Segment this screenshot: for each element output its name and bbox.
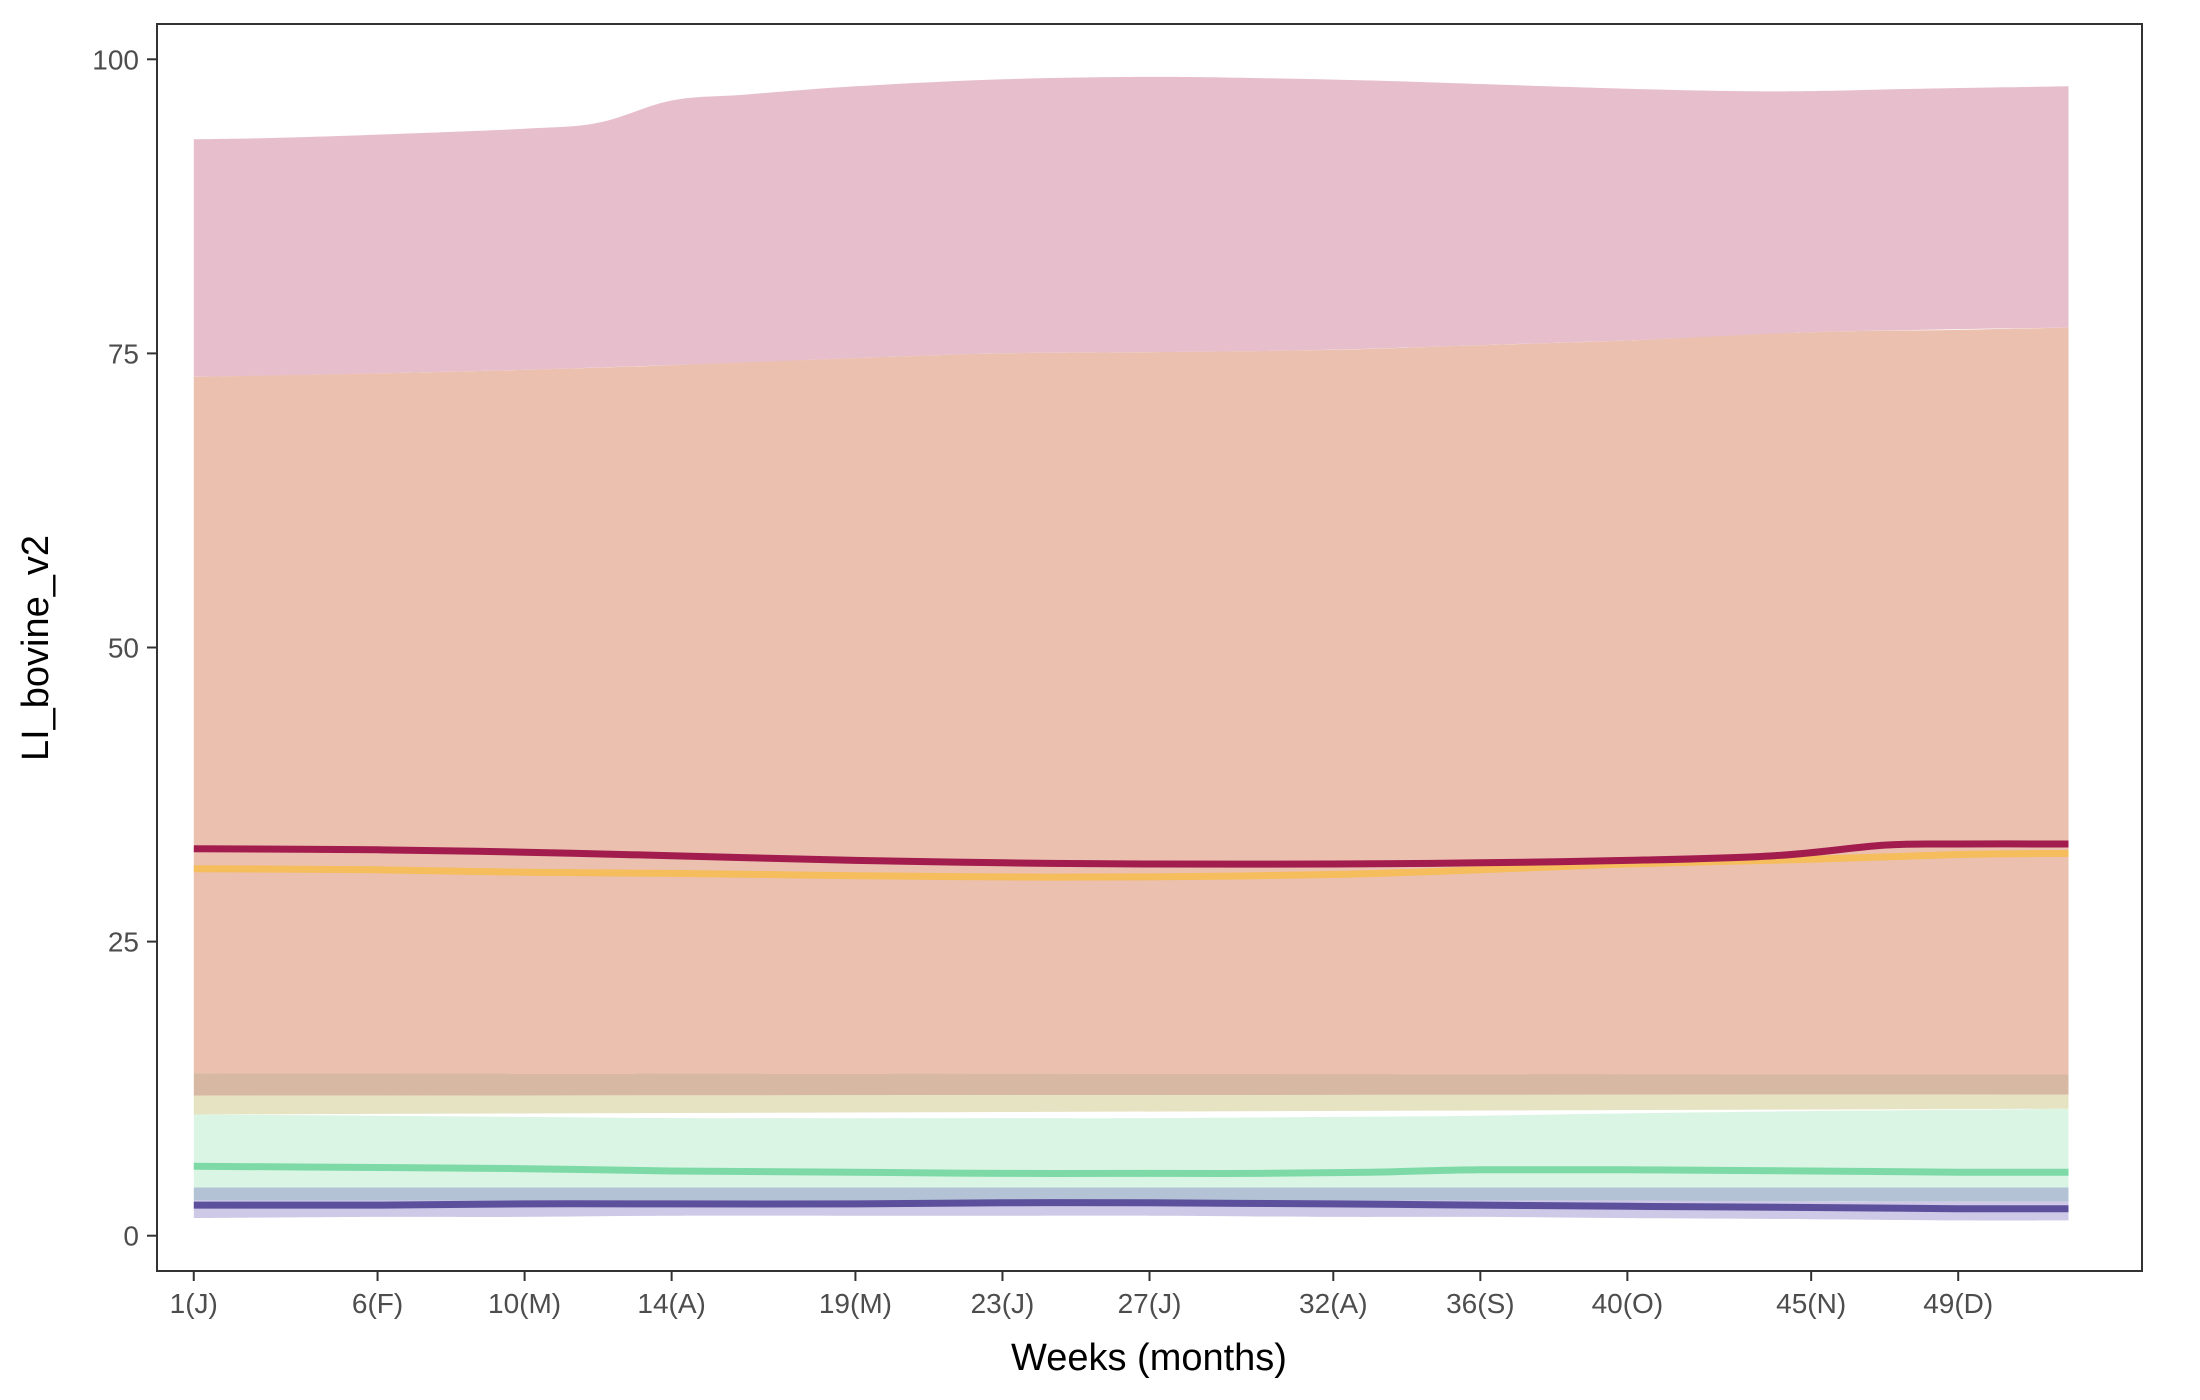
x-axis: 1(J) 6(F) 10(M) 14(A) 19(M) 23(J) 27(J) 32(A) 36… <box>170 1271 1993 1319</box>
x-tick-label: 1(J) <box>170 1288 218 1319</box>
x-tick-label: 45(N) <box>1776 1288 1846 1319</box>
confidence-bands <box>193 76 2069 1221</box>
x-tick-label: 49(D) <box>1923 1288 1993 1319</box>
series-line-4 <box>193 1199 2069 1213</box>
y-axis-title: LI_bovine_v2 <box>15 535 57 761</box>
band-4 <box>193 1094 2069 1115</box>
x-tick-label: 40(O) <box>1592 1288 1664 1319</box>
y-tick-label: 50 <box>108 633 139 664</box>
x-axis-title: Weeks (months) <box>1011 1337 1287 1379</box>
y-tick-label: 75 <box>108 338 139 369</box>
x-tick-label: 10(M) <box>488 1288 561 1319</box>
x-tick-label: 14(A) <box>637 1288 705 1319</box>
y-tick-label: 100 <box>92 44 139 75</box>
x-tick-label: 23(J) <box>971 1288 1035 1319</box>
x-tick-label: 36(S) <box>1446 1288 1514 1319</box>
y-tick-label: 0 <box>123 1221 139 1252</box>
x-tick-label: 19(M) <box>819 1288 892 1319</box>
band-2 <box>193 327 2069 1079</box>
y-axis: 0 25 50 75 100 <box>92 44 157 1252</box>
series-line-1 <box>193 849 2069 881</box>
series-line-2 <box>193 840 2069 868</box>
x-tick-label: 6(F) <box>352 1288 403 1319</box>
x-tick-label: 32(A) <box>1299 1288 1367 1319</box>
band-6 <box>193 1187 2069 1202</box>
band-3 <box>193 1073 2069 1096</box>
x-tick-label: 27(J) <box>1118 1288 1182 1319</box>
y-tick-label: 25 <box>108 927 139 958</box>
band-1 <box>193 76 2069 377</box>
series-lines <box>193 840 2069 1213</box>
series-line-3 <box>193 1162 2069 1177</box>
